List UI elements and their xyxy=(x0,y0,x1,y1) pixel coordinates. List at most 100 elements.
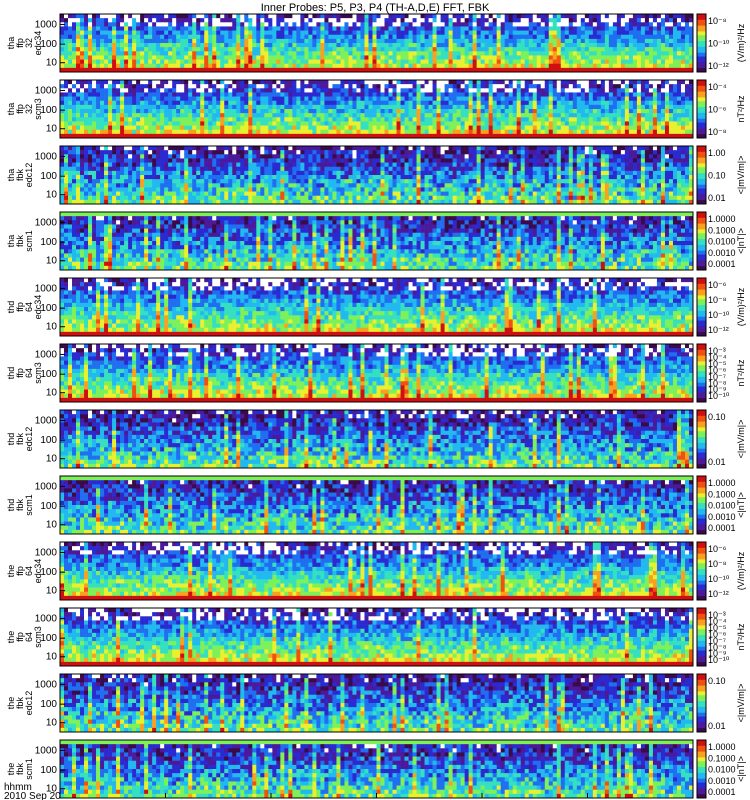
spectrogram-cell xyxy=(316,14,320,18)
spectrogram-cell xyxy=(441,64,445,68)
spectrogram-cell xyxy=(244,92,248,96)
spectrogram-cell xyxy=(421,31,425,35)
spectrogram-cell xyxy=(180,14,184,18)
spectrogram-cell xyxy=(88,105,92,109)
spectrogram-cell xyxy=(164,150,168,154)
spectrogram-cell xyxy=(84,97,88,101)
spectrogram-cell xyxy=(389,22,393,26)
spectrogram-cell xyxy=(621,121,625,125)
spectrogram-cell xyxy=(288,117,292,121)
spectrogram-cell xyxy=(401,18,405,22)
spectrogram-cell xyxy=(425,109,429,113)
spectrogram-cell xyxy=(352,109,356,113)
spectrogram-cell xyxy=(669,84,673,88)
spectrogram-cell xyxy=(561,92,565,96)
spectrogram-cell xyxy=(336,43,340,47)
spectrogram-cell xyxy=(172,84,176,88)
spectrogram-cell xyxy=(196,51,200,55)
spectrogram-cell xyxy=(332,113,336,117)
spectrogram-cell xyxy=(641,121,645,125)
spectrogram-cell xyxy=(605,47,609,51)
spectrogram-cell xyxy=(124,35,128,39)
spectrogram-cell xyxy=(252,92,256,96)
spectrogram-cell xyxy=(561,51,565,55)
spectrogram-cell xyxy=(196,39,200,43)
spectrogram-cell xyxy=(164,167,168,171)
spectrogram-cell xyxy=(537,14,541,18)
spectrogram-cell xyxy=(332,39,336,43)
spectrogram-cell xyxy=(653,84,657,88)
spectrogram-cell xyxy=(489,130,493,134)
spectrogram-cell xyxy=(320,113,324,117)
spectrogram-cell xyxy=(60,183,64,187)
spectrogram-cell xyxy=(637,18,641,22)
spectrogram-cell xyxy=(244,126,248,130)
spectrogram-cell xyxy=(453,117,457,121)
spectrogram-cell xyxy=(553,22,557,26)
spectrogram-cell xyxy=(72,126,76,130)
spectrogram-cell xyxy=(88,171,92,175)
spectrogram-cell xyxy=(421,26,425,30)
spectrogram-cell xyxy=(88,55,92,59)
spectrogram-cell xyxy=(417,31,421,35)
spectrogram-cell xyxy=(224,39,228,43)
spectrogram-cell xyxy=(88,35,92,39)
spectrogram-cell xyxy=(308,88,312,92)
spectrogram-cell xyxy=(320,117,324,121)
spectrogram-cell xyxy=(312,126,316,130)
spectrogram-cell xyxy=(621,130,625,134)
spectrogram-cell xyxy=(485,35,489,39)
spectrogram-cell xyxy=(425,51,429,55)
spectrogram-cell xyxy=(541,43,545,47)
spectrogram-cell xyxy=(328,109,332,113)
spectrogram-cell xyxy=(425,126,429,130)
spectrogram-cell xyxy=(120,109,124,113)
spectrogram-cell xyxy=(521,126,525,130)
spectrogram-cell xyxy=(489,92,493,96)
spectrogram-cell xyxy=(485,43,489,47)
spectrogram-cell xyxy=(517,109,521,113)
spectrogram-cell xyxy=(204,39,208,43)
spectrogram-cell xyxy=(352,43,356,47)
spectrogram-cell xyxy=(541,109,545,113)
spectrogram-cell xyxy=(228,31,232,35)
spectrogram-cell xyxy=(661,92,665,96)
spectrogram-cell xyxy=(72,175,76,179)
spectrogram-cell xyxy=(529,113,533,117)
spectrogram-cell xyxy=(685,121,689,125)
spectrogram-cell xyxy=(429,109,433,113)
spectrogram-cell xyxy=(453,35,457,39)
spectrogram-cell xyxy=(328,60,332,64)
spectrogram-cell xyxy=(316,43,320,47)
spectrogram-cell xyxy=(168,117,172,121)
spectrogram-cell xyxy=(445,88,449,92)
spectrogram-cell xyxy=(120,121,124,125)
spectrogram-cell xyxy=(461,126,465,130)
spectrogram-cell xyxy=(340,113,344,117)
spectrogram-cell xyxy=(344,22,348,26)
spectrogram-cell xyxy=(108,35,112,39)
spectrogram-cell xyxy=(409,55,413,59)
spectrogram-cell xyxy=(473,130,477,134)
spectrogram-cell xyxy=(605,60,609,64)
spectrogram-cell xyxy=(132,43,136,47)
spectrogram-cell xyxy=(148,192,152,196)
spectrogram-cell xyxy=(108,158,112,162)
spectrogram-cell xyxy=(340,126,344,130)
spectrogram-cell xyxy=(389,64,393,68)
spectrogram-cell xyxy=(68,14,72,18)
spectrogram-cell xyxy=(409,60,413,64)
spectrogram-cell xyxy=(597,51,601,55)
spectrogram-cell xyxy=(124,150,128,154)
spectrogram-cell xyxy=(569,92,573,96)
spectrogram-cell xyxy=(368,84,372,88)
spectrogram-cell xyxy=(649,121,653,125)
y-tick-label: 1000 xyxy=(35,85,58,96)
spectrogram-cell xyxy=(200,130,204,134)
spectrogram-cell xyxy=(208,121,212,125)
spectrogram-cell xyxy=(96,31,100,35)
spectrogram-cell xyxy=(453,60,457,64)
spectrogram-cell xyxy=(553,121,557,125)
spectrogram-cell xyxy=(348,92,352,96)
spectrogram-cell xyxy=(184,146,188,150)
